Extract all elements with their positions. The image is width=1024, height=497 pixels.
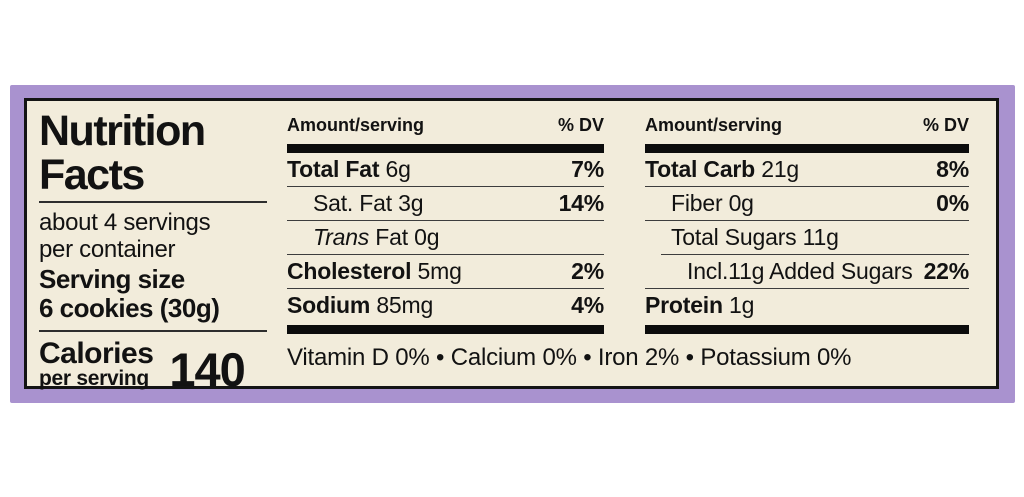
column-header: Amount/serving % DV [645, 115, 969, 135]
divider [39, 201, 267, 203]
title-line1: Nutrition [39, 107, 206, 155]
thick-divider [645, 325, 969, 334]
divider [645, 288, 969, 289]
nutrient-name: Trans Fat 0g [313, 224, 439, 251]
nutrient-amount: 21g [755, 156, 799, 182]
nutrient-name: Total Sugars 11g [671, 224, 839, 251]
nutrient-name: Fiber 0g [671, 190, 754, 217]
amount-serving-header: Amount/serving [287, 115, 425, 135]
nutrient-dv: 0% [936, 190, 969, 216]
nutrient-name-italic: Trans [313, 224, 370, 250]
label-left-panel: Nutrition Facts about 4 servings per con… [39, 103, 267, 396]
thick-divider [645, 144, 969, 153]
nutrient-row-sodium: Sodium 85mg 4% [287, 289, 604, 322]
nutrient-dv: 8% [936, 156, 969, 182]
nutrient-name: Cholesterol 5mg [287, 258, 462, 285]
nutrient-row-total-sugars: Total Sugars 11g [645, 221, 969, 254]
nutrient-row-protein: Protein 1g [645, 289, 969, 322]
servings-line2: per container [39, 236, 176, 263]
divider [287, 254, 604, 255]
title-line2: Facts [39, 151, 145, 199]
nutrition-facts-label: Nutrition Facts about 4 servings per con… [10, 85, 1015, 403]
nutrient-amount: Sat. Fat 3g [313, 190, 424, 216]
nutrient-column-carb-protein: Amount/serving % DV Total Carb 21g 8% Fi… [645, 115, 969, 334]
nutrient-name-bold: Total Carb [645, 156, 756, 182]
nutrient-dv: 14% [558, 190, 605, 216]
servings-line1: about 4 servings [39, 209, 211, 236]
nutrient-row-fiber: Fiber 0g 0% [645, 187, 969, 220]
calories-per-serving-label: per serving [39, 367, 149, 390]
nutrient-name-bold: Sodium [287, 292, 371, 318]
divider [287, 220, 604, 221]
nutrient-row-added-sugars: Incl.11g Added Sugars 22% [645, 255, 969, 288]
nutrient-dv: 2% [571, 258, 604, 284]
dv-header: % DV [557, 115, 604, 135]
column-header: Amount/serving % DV [287, 115, 604, 135]
calories-row: Calories per serving 140 [39, 337, 267, 396]
nutrient-name-bold: Total Fat [287, 156, 380, 182]
nutrient-name: Incl.11g Added Sugars [687, 258, 913, 285]
micronutrients-footer: Vitamin D 0% • Calcium 0% • Iron 2% • Po… [287, 344, 852, 371]
nutrient-row-total-carb: Total Carb 21g 8% [645, 153, 969, 186]
nutrient-name: Protein 1g [645, 292, 754, 319]
serving-size-value: 6 cookies (30g) [39, 293, 220, 323]
nutrient-amount: Fat 0g [369, 224, 440, 250]
nutrient-name: Sat. Fat 3g [313, 190, 424, 217]
nutrient-amount: 5mg [411, 258, 462, 284]
calories-value: 140 [169, 343, 245, 396]
nutrient-amount: 6g [379, 156, 411, 182]
nutrient-column-fat-sodium: Amount/serving % DV Total Fat 6g 7% Sat.… [287, 115, 604, 334]
serving-size: Serving size 6 cookies (30g) [39, 265, 267, 323]
divider [645, 220, 969, 221]
nutrient-amount: 1g [722, 292, 755, 318]
calories-label: Calories [39, 337, 154, 370]
nutrient-row-total-fat: Total Fat 6g 7% [287, 153, 604, 186]
nutrient-amount: Total Sugars 11g [671, 224, 839, 250]
nutrient-amount: Fiber 0g [671, 190, 754, 216]
nutrient-amount: 85mg [370, 292, 434, 318]
dv-header: % DV [922, 115, 969, 135]
nutrient-amount: Incl.11g Added Sugars [687, 258, 913, 284]
nutrient-name-bold: Cholesterol [287, 258, 412, 284]
label-panel: Nutrition Facts about 4 servings per con… [24, 98, 999, 396]
nutrient-name-bold: Protein [645, 292, 723, 318]
divider [287, 288, 604, 289]
nutrient-name: Sodium 85mg [287, 292, 433, 319]
divider [645, 186, 969, 187]
thick-divider [287, 144, 604, 153]
nutrient-row-cholesterol: Cholesterol 5mg 2% [287, 255, 604, 288]
nutrient-dv: 22% [923, 258, 970, 284]
divider [287, 186, 604, 187]
thick-divider [287, 325, 604, 334]
nutrient-dv: 7% [571, 156, 604, 182]
divider [39, 330, 267, 332]
servings-per-container: about 4 servings per container [39, 209, 267, 263]
serving-size-label: Serving size [39, 264, 185, 294]
nutrient-name: Total Fat 6g [287, 156, 411, 183]
nutrient-dv: 4% [571, 292, 604, 318]
calories-label-stack: Calories per serving [39, 337, 154, 390]
nutrient-name: Total Carb 21g [645, 156, 799, 183]
divider [661, 254, 969, 255]
nutrition-facts-title: Nutrition Facts [39, 103, 267, 197]
amount-serving-header: Amount/serving [645, 115, 783, 135]
nutrient-row-sat-fat: Sat. Fat 3g 14% [287, 187, 604, 220]
nutrient-row-trans-fat: Trans Fat 0g [287, 221, 604, 254]
